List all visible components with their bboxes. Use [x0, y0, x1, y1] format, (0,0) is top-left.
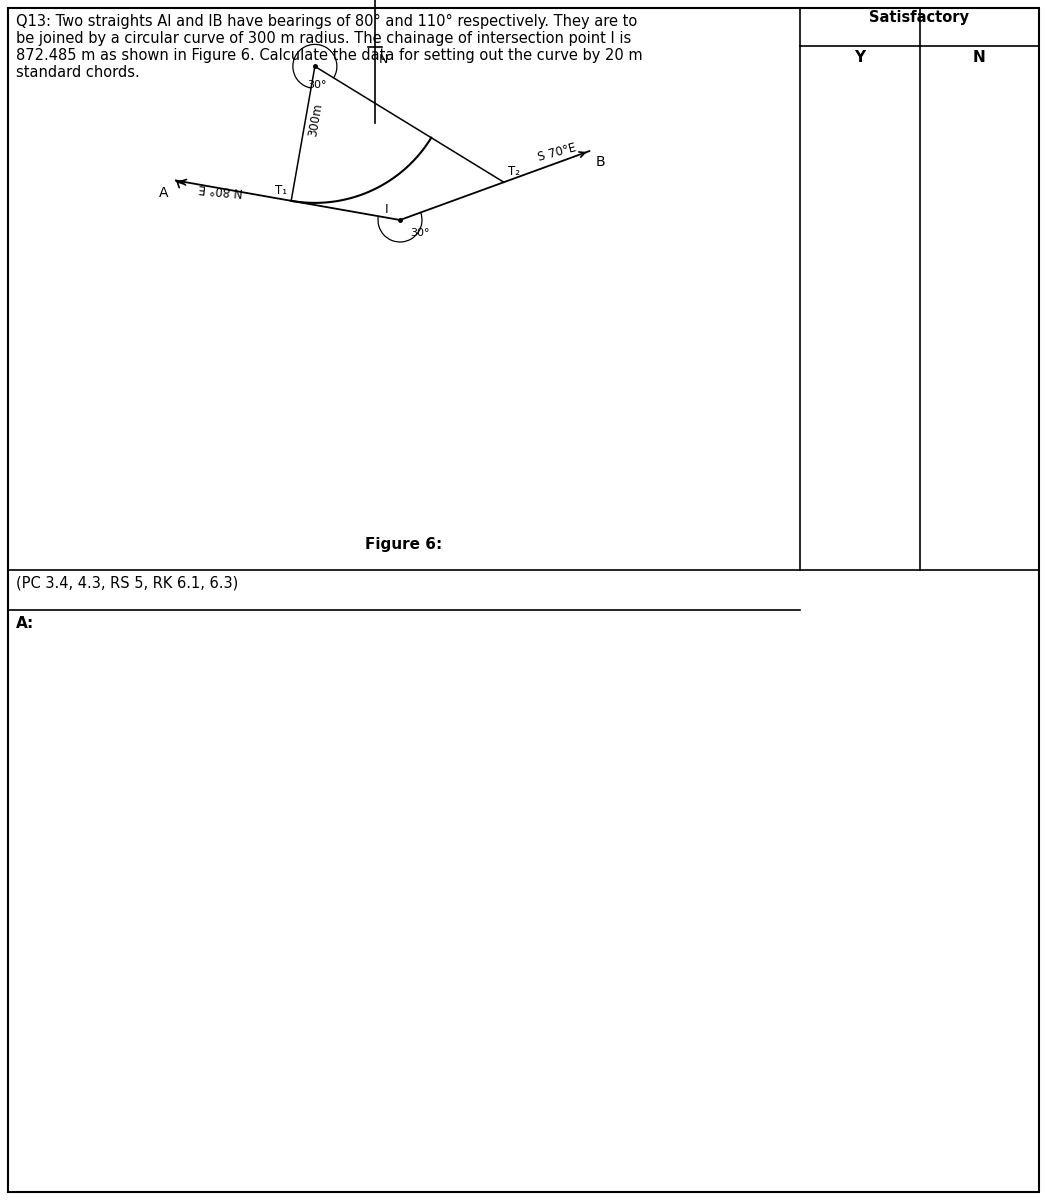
Text: A: A	[158, 186, 168, 200]
Text: I: I	[384, 203, 388, 216]
Text: 30°: 30°	[307, 80, 327, 90]
Text: (PC 3.4, 4.3, RS 5, RK 6.1, 6.3): (PC 3.4, 4.3, RS 5, RK 6.1, 6.3)	[16, 576, 239, 590]
Text: B: B	[596, 155, 605, 169]
Text: Figure 6:: Figure 6:	[365, 538, 443, 552]
Text: N: N	[973, 50, 986, 65]
Text: 300m: 300m	[306, 102, 325, 138]
Text: T₁: T₁	[275, 184, 287, 197]
Text: 30°: 30°	[410, 228, 429, 238]
Text: Q13: Two straights AI and IB have bearings of 80° and 110° respectively. They ar: Q13: Two straights AI and IB have bearin…	[16, 14, 638, 29]
Text: S 70°E: S 70°E	[536, 142, 578, 163]
Text: Satisfactory: Satisfactory	[869, 10, 970, 25]
Text: 872.485 m as shown in Figure 6. Calculate the data for setting out the curve by : 872.485 m as shown in Figure 6. Calculat…	[16, 48, 643, 62]
Text: be joined by a circular curve of 300 m radius. The chainage of intersection poin: be joined by a circular curve of 300 m r…	[16, 31, 631, 46]
Text: T₂: T₂	[508, 166, 520, 179]
Text: standard chords.: standard chords.	[16, 65, 139, 80]
Text: Y: Y	[854, 50, 866, 65]
Text: A:: A:	[16, 616, 35, 631]
Text: N: N	[379, 54, 388, 66]
Text: N 80° E: N 80° E	[198, 181, 244, 198]
